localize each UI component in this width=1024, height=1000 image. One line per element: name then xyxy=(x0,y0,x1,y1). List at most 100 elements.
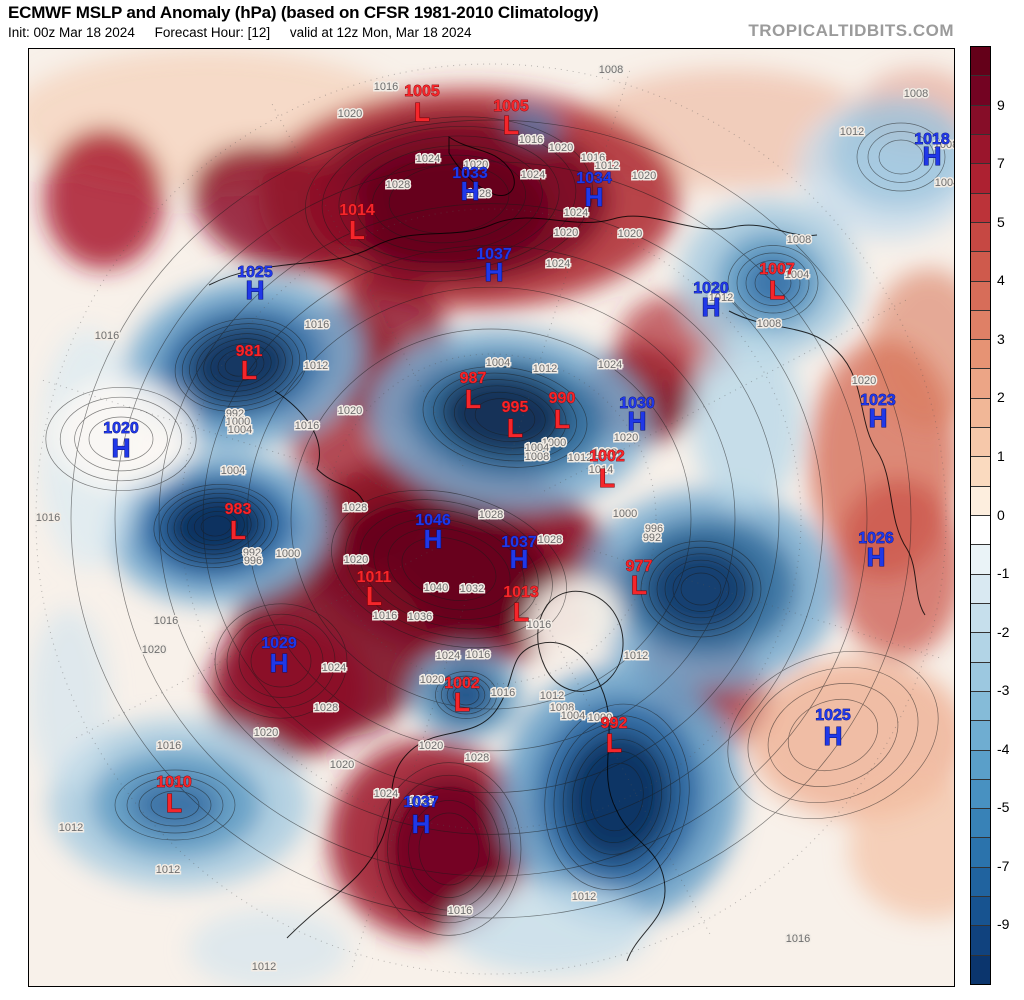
low-center-marker: L xyxy=(606,728,622,758)
pressure-center-value: 1010 xyxy=(156,774,192,791)
anomaly-blob xyxy=(449,884,649,974)
isobar-contour xyxy=(401,537,497,601)
isobar-value-label: 1008 xyxy=(593,447,617,459)
isobar-value-label: 1012 xyxy=(572,891,596,903)
low-center-marker: L xyxy=(631,570,647,600)
isobar-contour xyxy=(590,762,644,832)
isobar-value-label: 1012 xyxy=(59,822,83,834)
isobar-contour xyxy=(656,553,746,625)
pressure-center-value: 1020 xyxy=(693,280,729,297)
graticule-circle xyxy=(35,63,947,975)
isobar-value-label: 1000 xyxy=(276,548,300,560)
isobar-contour xyxy=(856,122,946,192)
colorbar-segment xyxy=(971,221,990,252)
pressure-center-value: 987 xyxy=(460,370,487,387)
high-center-marker: H xyxy=(585,182,604,212)
high-center-marker: H xyxy=(867,542,886,572)
isobar-value-label: 1016 xyxy=(581,152,605,164)
graticule-line xyxy=(271,103,464,467)
low-center-marker: L xyxy=(241,355,257,385)
isobar-value-label: 1020 xyxy=(338,405,362,417)
coastline xyxy=(208,215,818,286)
isobar-contour xyxy=(464,391,546,443)
isobar-value-label: 1024 xyxy=(598,359,622,371)
isobar-contour xyxy=(422,366,588,468)
colorbar-segment xyxy=(971,602,990,633)
isobar-contour xyxy=(70,119,912,919)
pressure-center-value: 992 xyxy=(601,715,628,732)
pressure-center-value: 1033 xyxy=(452,165,488,182)
isobar-contour xyxy=(114,161,868,877)
isobar-value-label: 1024 xyxy=(322,662,346,674)
isobar-contour xyxy=(217,348,265,382)
isobar-contour xyxy=(747,666,919,804)
colorbar-tick-label: -5 xyxy=(997,799,1010,816)
low-center-marker: L xyxy=(349,215,365,245)
colorbar-segment xyxy=(971,309,990,340)
isobar-value-label: 1012 xyxy=(840,126,864,138)
pressure-center-value: 1023 xyxy=(860,392,896,409)
isobar-contour xyxy=(433,372,577,462)
colorbar-segment xyxy=(971,75,990,105)
isobar-contour xyxy=(553,715,681,879)
colorbar-segment xyxy=(971,515,990,545)
isobar-contour xyxy=(138,783,212,827)
isobar-contour xyxy=(45,386,197,492)
anomaly-blob xyxy=(829,99,954,209)
isobar-contour xyxy=(878,139,924,175)
isobar-contour xyxy=(305,116,593,282)
isobar-value-label: 1000 xyxy=(542,437,566,449)
high-center-marker: H xyxy=(628,406,647,436)
colorbar-tick-label: -4 xyxy=(997,740,1010,757)
isobar-value-label: 1008 xyxy=(525,451,549,463)
isobar-value-label: 992 xyxy=(226,408,244,420)
pressure-center-value: 1002 xyxy=(589,448,625,465)
low-center-marker: L xyxy=(769,275,785,305)
colorbar-segment xyxy=(971,397,990,428)
colorbar-segment xyxy=(971,690,990,721)
anomaly-blob xyxy=(849,779,954,919)
colorbar-segment xyxy=(971,837,990,867)
isobar-value-label: 1012 xyxy=(709,292,733,304)
colorbar-segment xyxy=(971,661,990,691)
isobar-contour xyxy=(290,328,692,710)
isobar-contour xyxy=(150,790,200,820)
isobar-value-label: 1028 xyxy=(479,509,503,521)
colorbar-segment xyxy=(971,925,990,955)
isobar-value-label: 1020 xyxy=(142,644,166,656)
isobar-value-label: 1012 xyxy=(595,160,619,172)
isobar-value-label: 1020 xyxy=(632,170,656,182)
pressure-center-value: 995 xyxy=(502,399,529,416)
isobar-value-label: 1028 xyxy=(343,502,367,514)
low-center-marker: L xyxy=(230,515,246,545)
isobar-contour xyxy=(443,379,567,455)
isobar-value-label: 1028 xyxy=(314,702,338,714)
isobar-value-label: 1016 xyxy=(154,615,178,627)
anomaly-blob xyxy=(130,777,220,833)
isobar-value-label: 1016 xyxy=(305,319,329,331)
isobar-contour xyxy=(736,252,810,314)
isobar-contour xyxy=(224,353,258,377)
high-center-marker: H xyxy=(246,275,265,305)
colorbar-tick-label: 3 xyxy=(997,330,1005,347)
isobar-contour xyxy=(173,497,259,555)
isobar-contour xyxy=(387,527,511,611)
isobar-value-label: 1016 xyxy=(295,420,319,432)
isobar-value-label: 1016 xyxy=(374,81,398,93)
isobar-value-label: 1004 xyxy=(561,710,585,722)
isobar-value-label: 1008 xyxy=(757,318,781,330)
isobar-value-label: 1004 xyxy=(935,177,954,189)
colorbar-segment xyxy=(971,163,990,193)
pressure-center-value: 1020 xyxy=(103,420,139,437)
isobar-value-label: 1014 xyxy=(589,464,613,476)
pressure-center-value: 1030 xyxy=(619,395,655,412)
colorbar-segment xyxy=(971,133,990,164)
coastline xyxy=(537,590,624,692)
colorbar-tick-label: 2 xyxy=(997,389,1005,406)
isobar-contour xyxy=(397,787,501,911)
isobar-value-label: 1020 xyxy=(549,142,573,154)
anomaly-blob xyxy=(191,144,367,274)
colorbar-tick-label: 4 xyxy=(997,272,1005,289)
forecast-hour: Forecast Hour: [12] xyxy=(154,25,271,40)
